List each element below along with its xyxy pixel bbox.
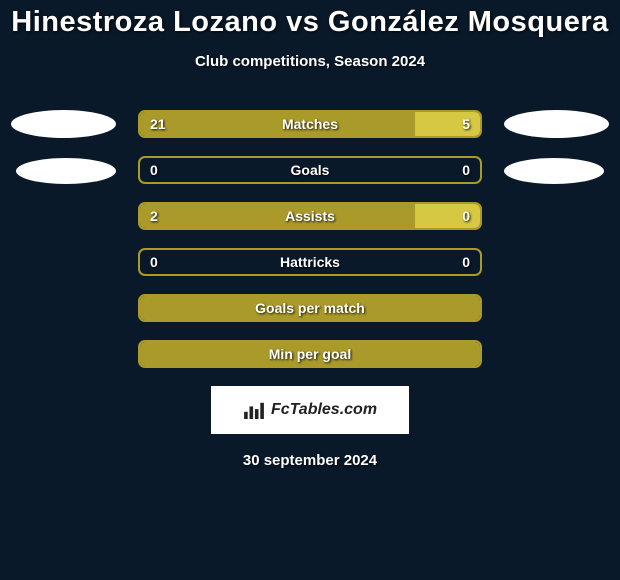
stat-label: Hattricks [140,250,480,274]
player-badge-right [504,110,609,138]
stat-row: 20Assists [0,202,620,230]
stat-value-left: 0 [150,158,158,182]
stat-row: Goals per match [0,294,620,322]
stat-bar: 20Assists [138,202,482,230]
stat-value-right: 0 [462,158,470,182]
stat-bar-right-fill [415,204,480,228]
bar-chart-icon [243,401,265,419]
stat-value-left: 0 [150,250,158,274]
stat-bar: 215Matches [138,110,482,138]
page-title: Hinestroza Lozano vs González Mosquera [0,6,620,39]
stat-label: Goals [140,158,480,182]
stat-value-right: 0 [462,250,470,274]
stat-bar-left-fill [140,112,415,136]
stat-bar-left-fill [140,342,480,366]
stat-bar-left-fill [140,296,480,320]
logo-box: FcTables.com [211,386,409,434]
subtitle: Club competitions, Season 2024 [0,53,620,70]
player-badge-left [16,158,116,184]
stat-bar: 0 0Goals [138,156,482,184]
stat-row: 0 0Hattricks [0,248,620,276]
stat-bar-right-fill [415,112,480,136]
stat-row: Min per goal [0,340,620,368]
stat-bar: 0 0Hattricks [138,248,482,276]
stat-row: 215Matches [0,110,620,138]
date-label: 30 september 2024 [0,452,620,469]
player-badge-right [504,158,604,184]
stat-bar-left-fill [140,204,415,228]
player-badge-left [11,110,116,138]
stat-bar: Min per goal [138,340,482,368]
logo-text: FcTables.com [271,401,377,419]
stat-row: 0 0Goals [0,156,620,184]
stat-bar: Goals per match [138,294,482,322]
stats-rows: 215Matches00Goals20Assists00HattricksGoa… [0,110,620,368]
stats-comparison-card: Hinestroza Lozano vs González Mosquera C… [0,0,620,469]
